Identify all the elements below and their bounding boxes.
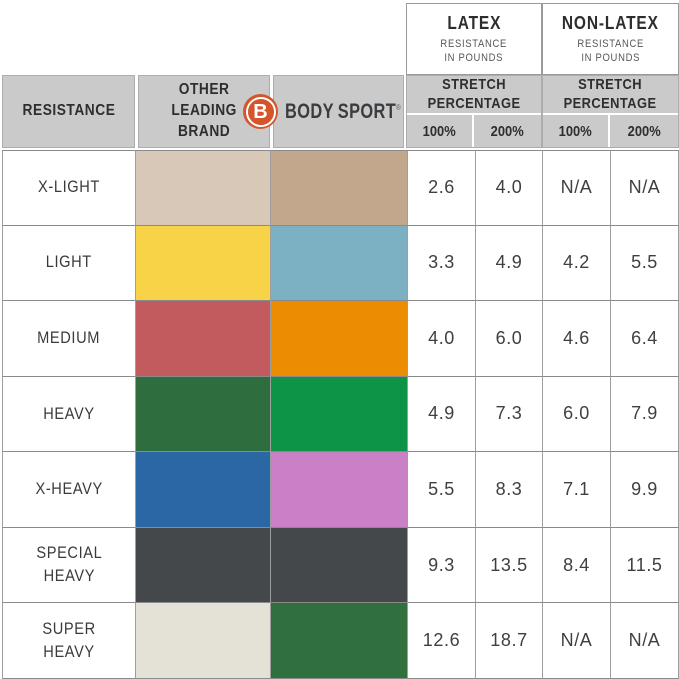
non-latex-100-value: 6.0	[543, 376, 611, 453]
latex-100-value: 4.0	[408, 301, 476, 377]
resistance-level-text: MEDIUM	[37, 327, 101, 347]
resistance-level-text: HEAVY	[43, 403, 95, 423]
resistance-column-header: RESISTANCE	[2, 75, 135, 148]
resistance-level-label: HEAVY	[2, 376, 136, 453]
non-latex-100-value: N/A	[543, 603, 611, 679]
resistance-level-text: X-HEAVY	[35, 479, 103, 499]
latex-header-cell: LATEX RESISTANCE IN POUNDS	[406, 3, 542, 75]
non-latex-100-value: 4.6	[543, 301, 611, 377]
latex-100-value: 4.9	[408, 376, 476, 453]
latex-200-value: 8.3	[476, 452, 543, 528]
other-brand-swatch	[136, 376, 271, 453]
non-latex-200-value: 11.5	[611, 527, 679, 604]
non-latex-100-value: 7.1	[543, 452, 611, 528]
resistance-level-label: X-HEAVY	[2, 452, 136, 528]
latex-subtitle: RESISTANCE IN POUNDS	[440, 37, 508, 64]
other-brand-column-label: OTHER LEADING BRAND	[171, 81, 237, 140]
registered-trademark-symbol: ®	[396, 102, 402, 112]
latex-200-col-header: 200%	[490, 122, 525, 140]
logo-ring	[245, 96, 276, 127]
latex-stretch-label: STRETCH PERCENTAGE	[427, 76, 521, 112]
latex-100-value: 12.6	[408, 603, 476, 679]
other-brand-swatch	[136, 301, 271, 377]
resistance-level-text: X-LIGHT	[38, 177, 100, 197]
resistance-level-label: LIGHT	[2, 225, 136, 302]
latex-100-value: 9.3	[408, 527, 476, 604]
latex-stretch-group-header: STRETCH PERCENTAGE 100% 200%	[406, 75, 542, 148]
body-sport-swatch	[271, 150, 408, 226]
other-brand-swatch	[136, 452, 271, 528]
body-sport-swatch	[271, 603, 408, 679]
latex-200-value: 18.7	[476, 603, 543, 679]
non-latex-200-value: N/A	[611, 150, 679, 226]
body-sport-swatch	[271, 452, 408, 528]
latex-100-col-header: 100%	[407, 115, 474, 147]
body-sport-swatch	[271, 527, 408, 604]
latex-200-value: 4.9	[476, 225, 543, 302]
latex-title: LATEX	[447, 12, 501, 33]
non-latex-100-col-header: 100%	[543, 115, 611, 147]
non-latex-200-value: 5.5	[611, 225, 679, 302]
latex-200-value: 4.0	[476, 150, 543, 226]
body-sport-swatch	[271, 301, 408, 377]
other-brand-swatch	[136, 225, 271, 302]
body-sport-wordmark: BODY SPORT®	[285, 100, 401, 124]
brand-word-body: BODY	[285, 99, 334, 123]
body-sport-logo-icon: B	[243, 94, 279, 129]
resistance-column-label: RESISTANCE	[22, 102, 115, 120]
other-brand-swatch	[136, 527, 271, 604]
non-latex-header-cell: NON-LATEX RESISTANCE IN POUNDS	[541, 3, 679, 75]
brand-word-sport: SPORT	[337, 99, 397, 123]
body-sport-swatch	[271, 225, 408, 302]
body-sport-swatch	[271, 376, 408, 453]
latex-200-value: 13.5	[476, 527, 543, 604]
non-latex-200-value: 7.9	[611, 376, 679, 453]
non-latex-stretch-label: STRETCH PERCENTAGE	[563, 76, 657, 112]
body-sport-logo: B BODY SPORT®	[243, 94, 434, 129]
latex-200-value: 7.3	[476, 376, 543, 453]
resistance-level-label: SUPER HEAVY	[2, 603, 136, 679]
non-latex-stretch-group-header: STRETCH PERCENTAGE 100% 200%	[541, 75, 679, 148]
latex-100-value: 5.5	[408, 452, 476, 528]
resistance-level-text: LIGHT	[45, 252, 93, 272]
resistance-level-label: SPECIAL HEAVY	[2, 527, 136, 604]
resistance-level-label: MEDIUM	[2, 301, 136, 377]
resistance-level-label: X-LIGHT	[2, 150, 136, 226]
latex-100-value: 2.6	[408, 150, 476, 226]
resistance-level-text: SUPER HEAVY	[42, 618, 96, 661]
non-latex-subtitle: RESISTANCE IN POUNDS	[576, 37, 644, 64]
other-brand-swatch	[136, 603, 271, 679]
non-latex-100-value: N/A	[543, 150, 611, 226]
non-latex-title: NON-LATEX	[561, 12, 659, 33]
latex-100-value: 3.3	[408, 225, 476, 302]
non-latex-200-value: 9.9	[611, 452, 679, 528]
non-latex-100-value: 4.2	[543, 225, 611, 302]
non-latex-100-value: 8.4	[543, 527, 611, 604]
resistance-level-text: SPECIAL HEAVY	[36, 543, 102, 586]
latex-200-value: 6.0	[476, 301, 543, 377]
data-grid: X-LIGHT 2.6 4.0 N/A N/A LIGHT 3.3 4.9 4.2 5.5 MEDI…	[2, 150, 679, 679]
body-sport-column-header: B BODY SPORT®	[243, 75, 404, 148]
non-latex-200-value: N/A	[611, 603, 679, 679]
other-brand-swatch	[136, 150, 271, 226]
non-latex-200-col-header: 200%	[627, 122, 661, 140]
non-latex-200-value: 6.4	[611, 301, 679, 377]
